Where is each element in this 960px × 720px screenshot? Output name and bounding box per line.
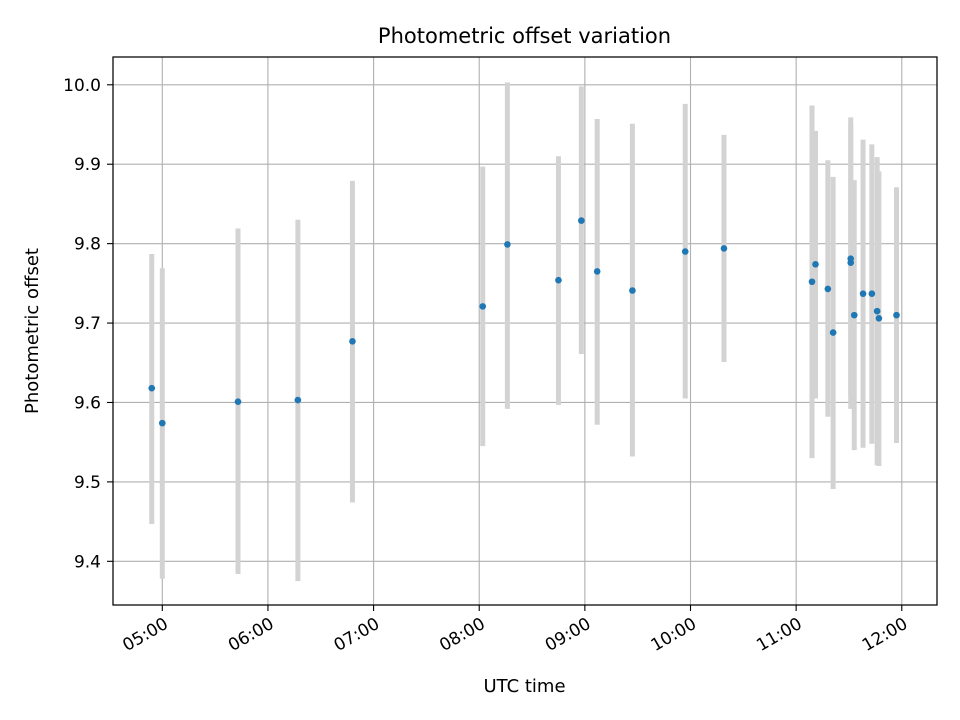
data-point [504, 241, 511, 248]
data-point [681, 248, 689, 255]
data-point [824, 285, 832, 293]
data-point [868, 290, 876, 297]
y-tick-label: 9.6 [74, 393, 101, 413]
data-point [808, 278, 816, 286]
data-point [847, 255, 855, 263]
x-axis-label: UTC time [483, 676, 565, 697]
y-tick-label: 9.4 [74, 552, 101, 572]
data-point [850, 311, 858, 319]
data-point [578, 217, 585, 224]
data-point [812, 260, 819, 268]
data-point [479, 303, 487, 310]
data-point [875, 314, 883, 322]
y-tick-label: 10.0 [63, 76, 101, 96]
data-point [234, 398, 242, 405]
plot-frame [112, 56, 938, 606]
data-point [593, 268, 601, 275]
data-point [629, 287, 636, 294]
data-point [349, 338, 356, 345]
data-point [859, 290, 867, 297]
y-axis-label: Photometric offset [22, 248, 43, 414]
data-point [873, 307, 881, 315]
data-point [294, 396, 302, 404]
y-tick-label: 9.9 [74, 155, 101, 175]
chart-title: Photometric offset variation [378, 24, 671, 48]
y-tick-label: 9.8 [74, 235, 101, 255]
data-point [148, 384, 156, 392]
data-point [555, 276, 562, 284]
y-tick-label: 9.7 [74, 314, 101, 334]
data-point [720, 245, 728, 252]
data-point [893, 311, 900, 319]
grid [113, 57, 937, 605]
data-point [829, 329, 837, 336]
y-tick-label: 9.5 [74, 473, 101, 493]
data-points [148, 217, 900, 427]
data-point [158, 419, 166, 427]
y-axis: 9.4 9.5 9.6 9.7 9.8 9.9 10.0 [63, 76, 113, 572]
